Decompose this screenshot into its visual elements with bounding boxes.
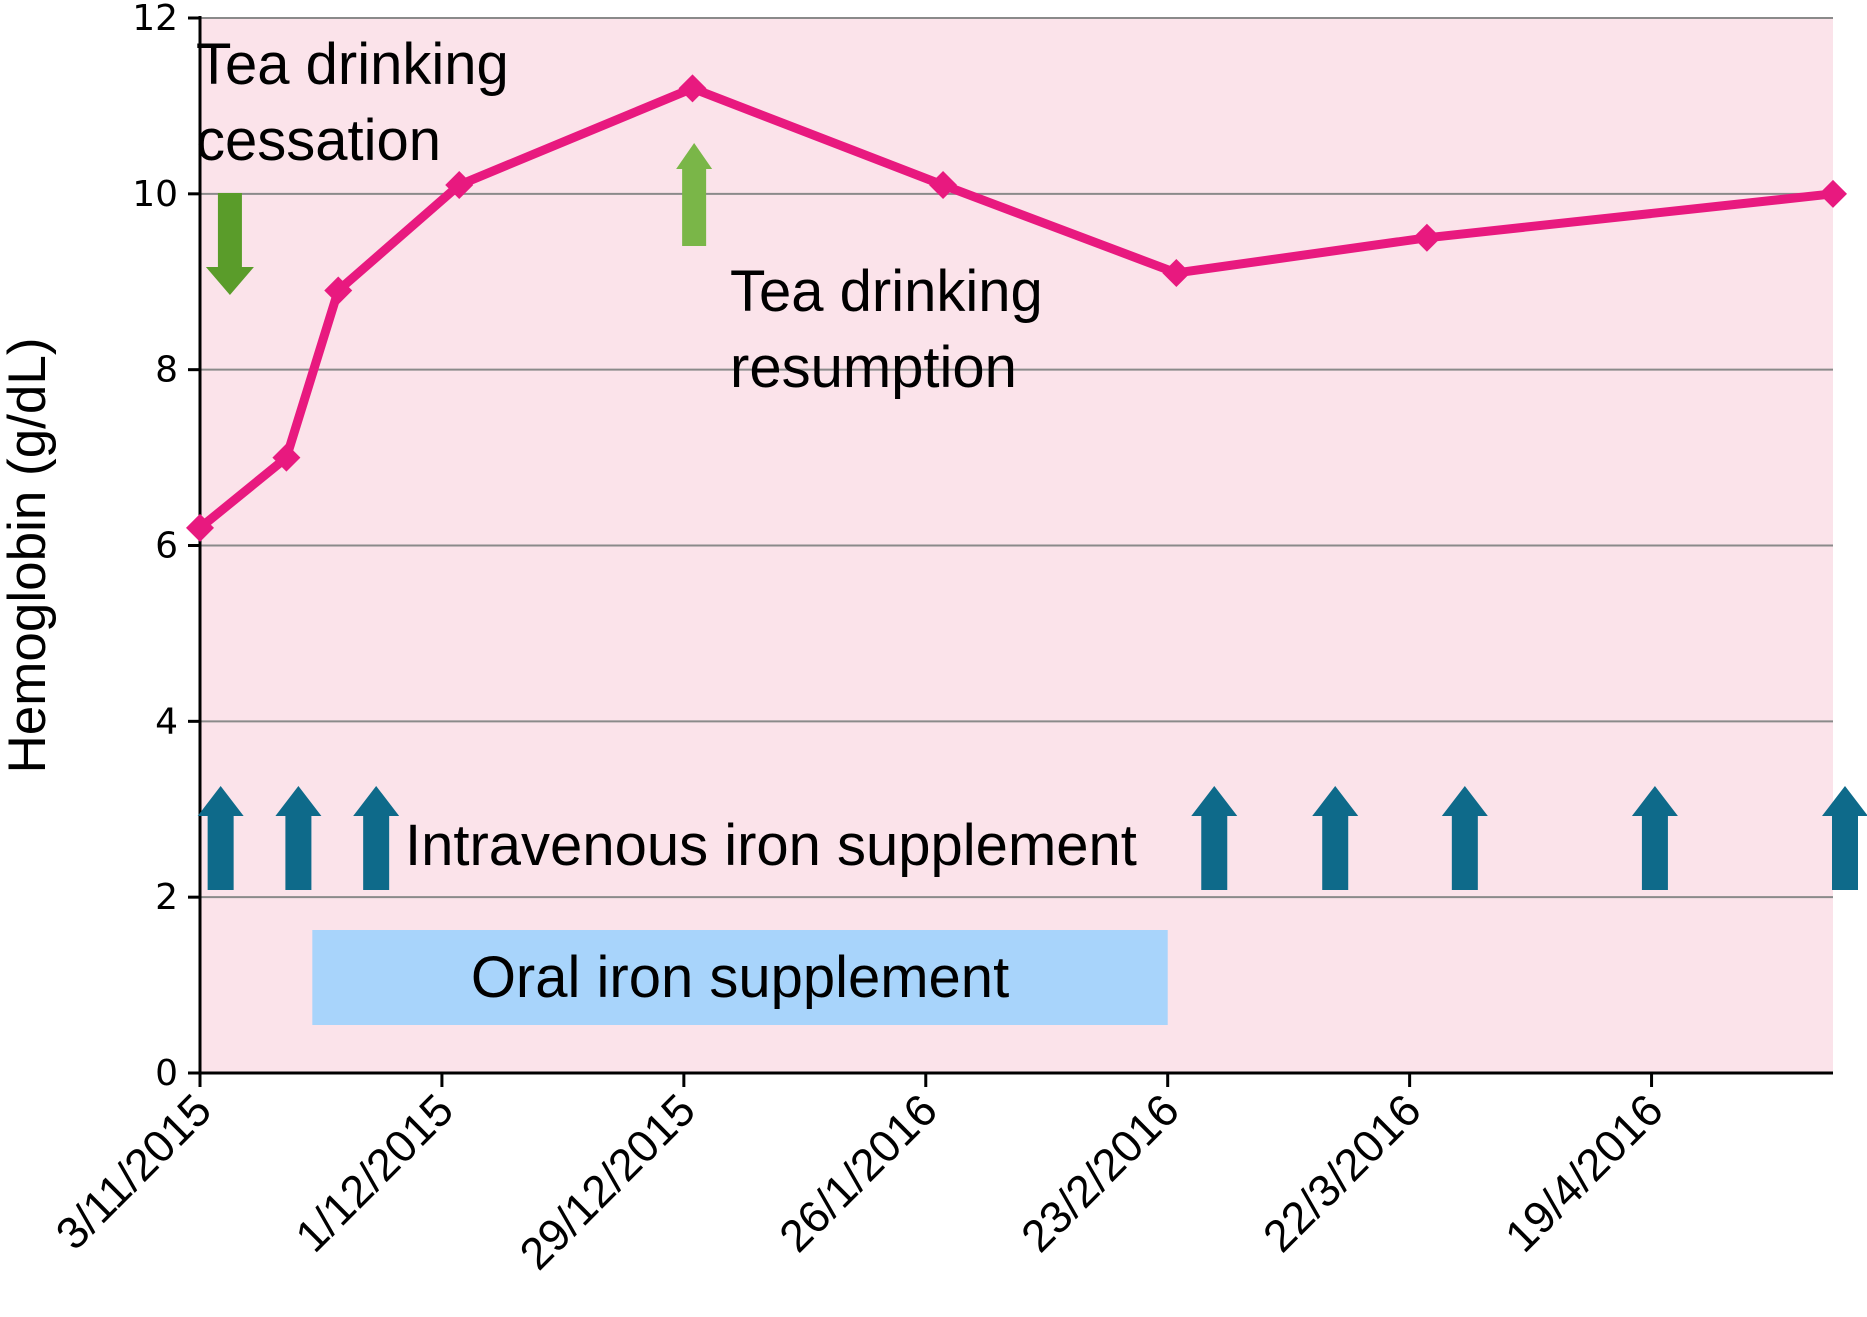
y-tick-label: 4 [155,701,178,742]
data-point [186,513,214,542]
data-point [445,171,474,200]
tea-cessation-label: cessation [196,108,441,173]
y-tick-label: 10 [132,174,178,215]
oral-iron-bar-group: Oral iron supplement [312,930,1168,1025]
data-point [1162,258,1191,287]
x-tick-label: 22/3/2016 [1253,1084,1431,1262]
grid-lines [200,17,1833,899]
data-point [1819,179,1847,208]
intravenous-arrow [1191,786,1238,890]
intravenous-arrows: Intravenous iron supplement [197,786,1867,890]
y-tick-label: 8 [155,350,178,391]
data-point [324,276,353,305]
y-axis-label: Hemoglobin (g/dL) [0,337,57,773]
y-tick-label: 12 [132,0,178,39]
x-tick-label: 23/2/2016 [1011,1084,1189,1262]
data-point [1412,223,1441,252]
x-axis: 3/11/2015 1/12/2015 29/12/2015 26/1/2016 23/… [46,1071,1833,1279]
series-line-group [186,74,1847,542]
oral-iron-bar [312,930,1168,1025]
data-point [272,443,301,472]
y-tick-label: 2 [155,877,178,918]
intravenous-arrow [275,786,322,890]
intravenous-arrow [1441,786,1488,890]
intravenous-arrow [197,786,244,890]
x-tick-label: 26/1/2016 [769,1084,947,1262]
x-tick-label: 1/12/2015 [285,1084,463,1262]
tea-resumption-label: Tea drinking [730,259,1043,324]
data-point [929,171,958,200]
tea-cessation-arrow [205,193,254,295]
tea-resumption-label: resumption [730,335,1017,400]
y-axis: 0 2 4 6 8 10 12 [132,0,202,1094]
x-tick-label: 19/4/2016 [1495,1084,1673,1262]
x-tick-label: 29/12/2015 [510,1084,705,1279]
intravenous-arrow [1631,786,1678,890]
oral-iron-label: Oral iron supplement [471,945,1009,1010]
x-tick-label: 3/11/2015 [46,1084,221,1259]
tea-cessation-label: Tea drinking [196,32,509,97]
data-point [678,74,707,103]
tea-annotations: Tea drinking cessation Tea drinking resumpt… [196,32,1043,400]
y-tick-label: 6 [155,526,178,567]
tea-resumption-arrow [676,143,713,246]
intravenous-arrow [353,786,400,890]
intravenous-label: Intravenous iron supplement [405,813,1137,878]
y-tick-label: 0 [155,1053,178,1094]
intravenous-arrow [1822,786,1867,890]
intravenous-arrow [1312,786,1359,890]
